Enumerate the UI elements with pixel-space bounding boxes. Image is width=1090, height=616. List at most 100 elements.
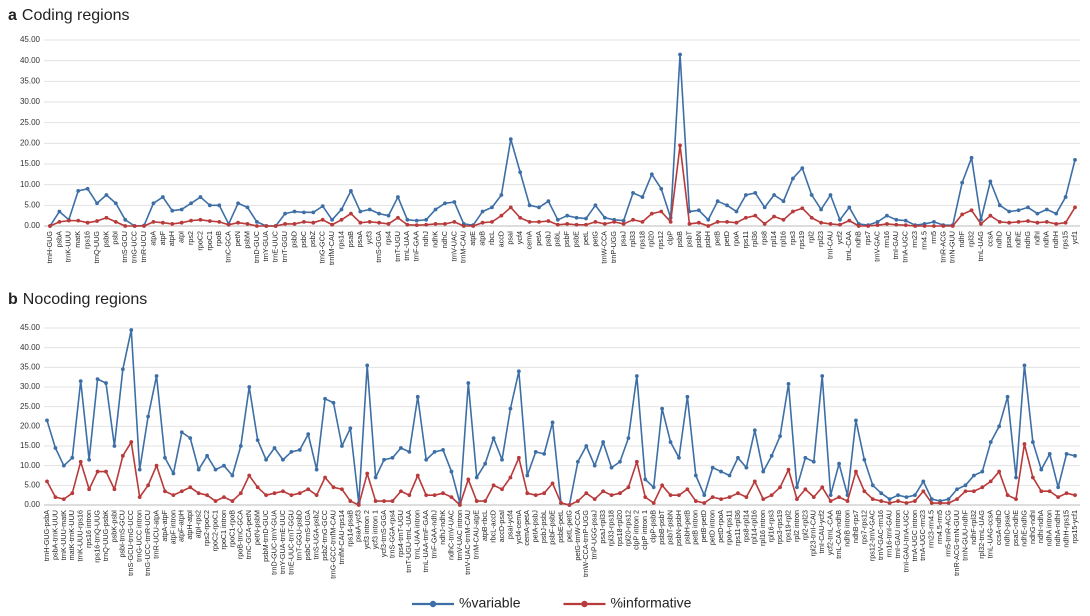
x-tick-label: accD-psaI [497,510,506,542]
data-point [894,222,899,227]
data-point [660,483,665,488]
series-line [46,329,1076,506]
x-tick-label: petB intron [691,510,700,545]
x-tick-label: trnT-UGU-trnL-UAA [404,510,413,573]
x-tick-label: petD-rpoA [716,510,725,543]
data-point [120,367,125,372]
data-point [474,499,479,503]
data-point [887,501,892,505]
data-point [643,477,648,482]
data-point [736,491,740,496]
x-tick-label: rpoC1 [205,231,214,251]
x-tick-label: ndhE-ndhG [1019,510,1028,547]
data-point [95,377,100,382]
data-point [790,209,795,214]
data-point [189,218,193,223]
x-tick-label: trnT-GGU [280,231,289,262]
data-point [546,199,551,204]
y-tick-label: 0.00 [24,500,40,509]
data-point [349,211,353,216]
y-tick-label: 30.00 [20,382,41,391]
data-point [255,438,260,442]
data-point [903,223,908,228]
x-tick-label: rpl36 [750,231,759,247]
data-point [904,495,909,500]
x-tick-label: rpl23 [816,231,825,247]
data-point [960,180,965,185]
data-point [743,193,748,197]
x-tick-label: psbJ-psbL [539,510,548,543]
data-point [896,499,900,503]
x-tick-label: rrn16 [882,231,891,248]
x-tick-label: ndhB [854,231,863,248]
data-point [809,215,814,220]
data-point [236,220,240,225]
data-point [979,217,983,222]
x-tick-label: rpoA [731,231,740,246]
data-point [377,211,382,216]
data-point [706,224,711,228]
data-point [979,222,983,226]
data-point [997,424,1002,429]
data-point [971,489,976,494]
data-point [651,485,656,490]
data-point [885,213,889,218]
x-tick-label: psbT [684,230,693,247]
x-tick-label: rpoB-trnC-GCA [236,510,245,559]
x-tick-label: trnA-UGC-rrn23 [918,510,927,561]
data-point [803,455,808,460]
data-point [946,497,951,501]
data-point [651,501,656,505]
data-point [358,209,363,214]
data-point [875,223,880,228]
data-point [533,450,538,454]
data-point [272,491,277,496]
x-tick-label: rpoC1 intron [219,510,228,550]
data-point [254,219,259,224]
data-point [997,219,1002,224]
x-tick-label: psbE [572,231,581,248]
x-tick-label: psbN [694,231,703,248]
data-point [659,186,664,191]
data-point [432,493,437,498]
x-tick-label: trnL-CAA-ndhB [834,510,843,559]
x-tick-label: psbZ-trnG-GCC [320,510,329,561]
data-point [217,203,222,208]
x-tick-label: trnC-GCA [224,231,233,263]
data-point [1064,451,1069,456]
x-tick-label: trnL-UAG [976,231,985,262]
x-tick-label: psaA-ycf3 [354,510,363,542]
data-point [601,489,606,494]
x-tick-label: petN-psbM [253,510,262,545]
data-point [828,499,833,503]
x-tick-label: rps3-rps19 [775,510,784,544]
data-point [508,406,513,411]
data-point [390,455,395,460]
data-point [932,219,936,224]
data-point [847,218,852,223]
x-tick-label: atpF-atpH [177,510,186,542]
data-point [809,193,814,197]
data-point [414,218,419,223]
data-point [500,487,504,492]
data-point [626,485,631,490]
data-point [879,491,884,496]
x-tick-label: psaI-ycf4 [505,510,514,539]
data-point [1026,205,1030,210]
x-tick-label: petB-petD [699,510,708,542]
data-point [396,195,400,199]
x-tick-label: trnE-UUC-trnT-GGU [286,510,295,575]
x-tick-label: petG [590,231,599,247]
data-point [609,465,614,470]
data-point [1063,195,1068,199]
x-tick-label: rps14-psaB [345,510,354,547]
data-point [725,219,729,224]
data-point [386,222,391,226]
legend-label: %variable [459,595,521,611]
x-tick-label: ycf2 [835,231,844,244]
data-point [1047,489,1052,494]
data-point [170,208,175,213]
data-point [631,217,635,222]
data-point [1056,495,1061,500]
x-tick-label: rps11-rpl36 [733,510,742,546]
